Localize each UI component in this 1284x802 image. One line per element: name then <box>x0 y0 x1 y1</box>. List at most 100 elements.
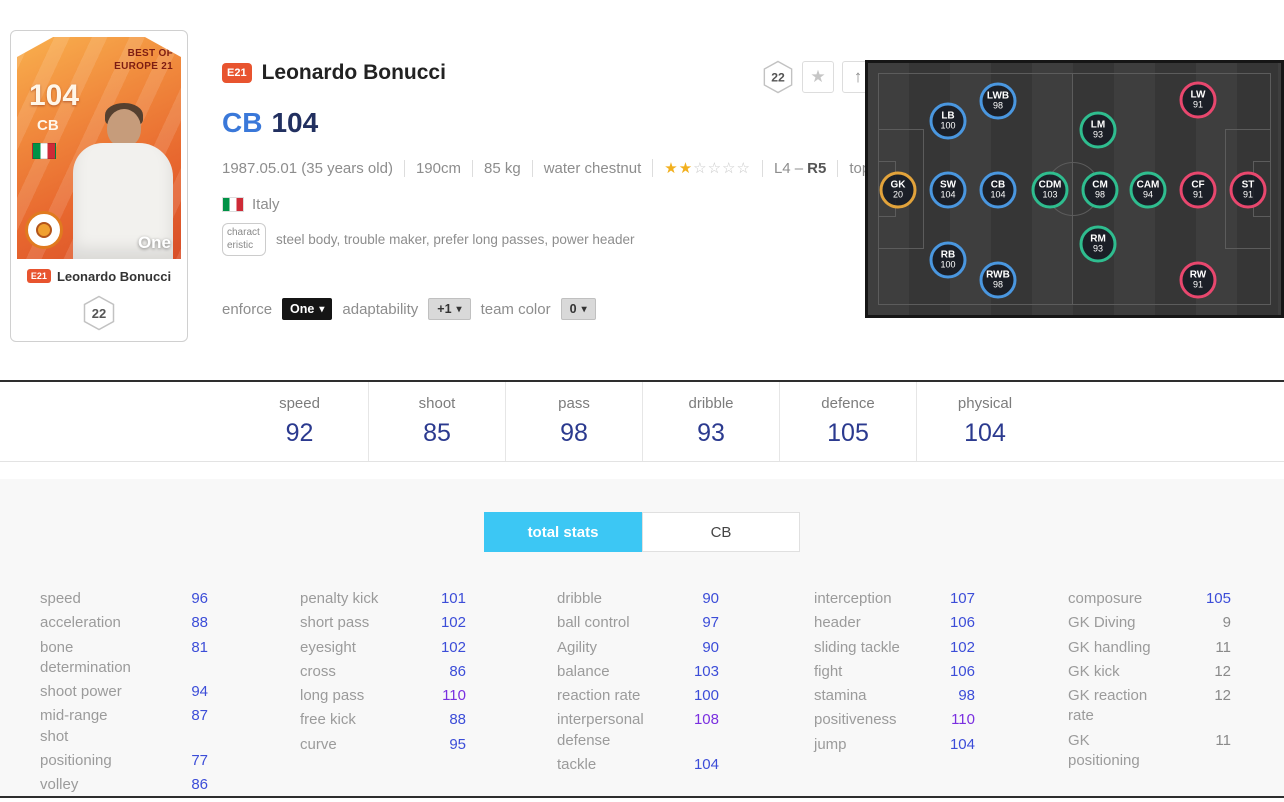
stat-row: GK reaction rate 12 <box>1068 684 1231 729</box>
stat-row: GK handling 11 <box>1068 636 1231 660</box>
position-rating: 91 <box>1192 99 1203 110</box>
field-position-node[interactable]: CAM 94 <box>1129 171 1167 209</box>
position-abbrev: CB <box>990 179 1006 191</box>
stat-value: 86 <box>191 776 208 793</box>
stat-label: header <box>814 614 861 632</box>
stat-value: 11 <box>1215 731 1231 749</box>
tab-position-cb[interactable]: CB <box>642 512 800 552</box>
player-card: BEST OF EUROPE 21 104 CB One E21 Leonard… <box>10 30 188 342</box>
enforce-select[interactable]: One <box>282 298 333 320</box>
pitch-outline <box>878 73 1271 305</box>
stat-label: GK reaction rate <box>1068 687 1148 725</box>
stats-column-4: interception 107 header 106 sliding tack… <box>814 587 975 757</box>
position-rating: 94 <box>1142 189 1153 200</box>
card-edition-label: BEST OF EUROPE 21 <box>114 47 173 73</box>
stat-row: eyesight 102 <box>300 636 466 660</box>
stat-label: interception <box>814 590 892 607</box>
stat-label: shoot power <box>40 683 122 700</box>
stat-label: cross <box>300 662 336 680</box>
card-art: BEST OF EUROPE 21 104 CB One <box>17 37 181 259</box>
card-level-badge: 22 <box>17 295 181 331</box>
position-rating: 91 <box>1242 189 1253 200</box>
position-rating: 103 <box>1042 189 1058 200</box>
enforce-label: enforce <box>222 300 273 318</box>
pitch-penalty-box-right <box>1225 129 1271 249</box>
summary-stat-value: 98 <box>560 419 588 447</box>
adaptability-select[interactable]: +1 <box>428 298 471 320</box>
adaptability-label: adaptability <box>342 300 419 318</box>
player-header: E21 Leonardo Bonucci CB 104 1987.05.01 (3… <box>222 55 909 340</box>
stat-value: 107 <box>949 590 975 607</box>
stat-label: long pass <box>300 687 365 704</box>
position-abbrev: LWB <box>986 90 1010 102</box>
summary-stat-bar: speed 92 shoot 85 pass 98 dribble 93 def… <box>0 380 1284 462</box>
team-color-select[interactable]: 0 <box>560 298 596 320</box>
stat-row: header 106 <box>814 611 975 635</box>
field-position-node[interactable]: RM 93 <box>1079 225 1117 263</box>
position-rating: 93 <box>1092 129 1103 140</box>
stat-label: GK positioning <box>1068 731 1140 769</box>
card-level-value: 22 <box>92 306 106 321</box>
field-position-node[interactable]: LM 93 <box>1079 111 1117 149</box>
card-controls-row: enforce One adaptability +1 team color 0 <box>222 298 596 320</box>
stat-row: GK Diving 9 <box>1068 611 1231 635</box>
stat-row: sliding tackle 102 <box>814 636 975 660</box>
field-position-node[interactable]: LW 91 <box>1179 81 1217 119</box>
position-abbrev: CDM <box>1038 179 1062 191</box>
stat-value: 87 <box>191 707 208 725</box>
stat-label: eyesight <box>300 638 356 656</box>
stat-label: positiveness <box>814 711 897 729</box>
team-crest-icon <box>25 211 63 249</box>
stat-label: stamina <box>814 687 867 704</box>
card-edition-line2: EUROPE 21 <box>114 61 173 72</box>
field-position-node[interactable]: LWB 98 <box>979 82 1017 120</box>
field-position-node[interactable]: ST 91 <box>1229 171 1267 209</box>
field-position-node[interactable]: RB 100 <box>929 241 967 279</box>
characteristic-text: steel body, trouble maker, prefer long p… <box>276 231 635 247</box>
summary-cell: physical 104 <box>916 382 1053 461</box>
position-abbrev: LB <box>941 110 955 122</box>
stat-value: 110 <box>951 711 975 729</box>
card-edition-line1: BEST OF <box>127 48 173 59</box>
field-position-node[interactable]: GK 20 <box>879 171 917 209</box>
summary-stat-value: 93 <box>697 419 725 447</box>
characteristic-tag: characteristic <box>222 223 266 256</box>
italy-flag-icon <box>32 143 56 159</box>
stat-value: 98 <box>958 687 975 704</box>
tab-total-stats[interactable]: total stats <box>484 512 642 552</box>
field-position-node[interactable]: RW 91 <box>1179 261 1217 299</box>
stat-value: 11 <box>1215 638 1231 656</box>
summary-stat-value: 92 <box>285 419 314 447</box>
stat-row: ball control 97 <box>557 611 719 635</box>
summary-cell: pass 98 <box>505 382 642 461</box>
summary-stat-label: speed <box>279 395 320 412</box>
field-position-node[interactable]: CF 91 <box>1179 171 1217 209</box>
stat-row: reaction rate 100 <box>557 684 719 708</box>
field-position-node[interactable]: CB 104 <box>979 171 1017 209</box>
stat-label: composure <box>1068 590 1143 607</box>
stat-row: curve 95 <box>300 733 466 757</box>
position-rating: 91 <box>1192 279 1203 290</box>
field-position-node[interactable]: SW 104 <box>929 171 967 209</box>
summary-cell: speed 92 <box>231 382 368 461</box>
stat-label: GK Diving <box>1068 614 1136 632</box>
stat-row: long pass 110 <box>300 684 466 708</box>
field-position-node[interactable]: RWB 98 <box>979 261 1017 299</box>
field-position-node[interactable]: LB 100 <box>929 102 967 140</box>
position-rating: 91 <box>1192 189 1203 200</box>
stat-label: balance <box>557 662 610 680</box>
stat-label: short pass <box>300 614 370 632</box>
hexagon-level-icon: 22 <box>763 60 793 94</box>
position-abbrev: SW <box>939 179 957 191</box>
stat-value: 12 <box>1214 662 1231 680</box>
favorite-button[interactable]: ★ <box>802 61 834 93</box>
stat-value: 110 <box>442 687 466 704</box>
stat-row: positioning 77 <box>40 749 208 773</box>
italy-flag-icon <box>222 197 244 212</box>
field-position-node[interactable]: CM 98 <box>1081 171 1119 209</box>
stat-row: GK kick 12 <box>1068 660 1231 684</box>
stat-row: volley 86 <box>40 773 208 797</box>
pitch-penalty-box-left <box>878 129 924 249</box>
field-position-node[interactable]: CDM 103 <box>1031 171 1069 209</box>
stat-row: Agility 90 <box>557 636 719 660</box>
